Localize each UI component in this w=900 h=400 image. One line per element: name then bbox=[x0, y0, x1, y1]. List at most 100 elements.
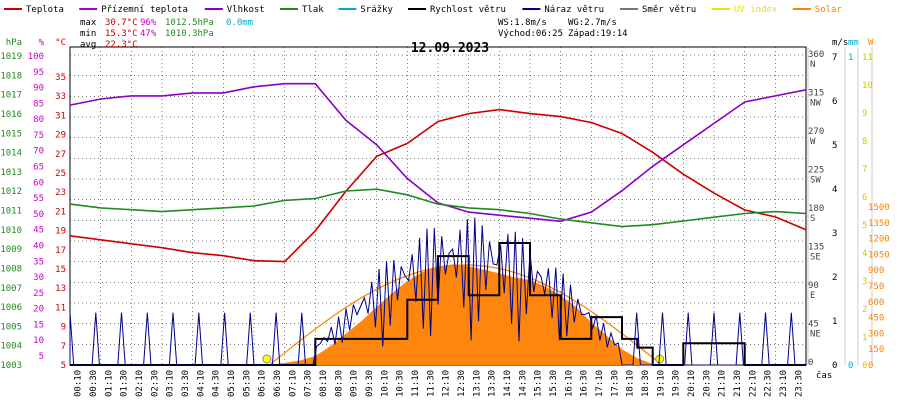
axis-pct-tick: 20 bbox=[33, 305, 44, 315]
axis-pct-tick: 35 bbox=[33, 257, 44, 267]
axis-w-tick: 150 bbox=[868, 345, 884, 355]
stat-min-hum: 47% bbox=[140, 29, 157, 39]
axis-hpa-tick: 1019 bbox=[0, 52, 22, 62]
axis-hpa-tick: 1010 bbox=[0, 226, 22, 236]
x-tick: 12:10 bbox=[442, 370, 452, 397]
x-tick: 01:10 bbox=[104, 370, 114, 397]
x-axis-label: čas bbox=[816, 370, 832, 381]
axis-hpa-tick: 1005 bbox=[0, 322, 22, 332]
x-tick: 10:30 bbox=[396, 370, 406, 397]
axis-ms-tick: 2 bbox=[832, 273, 837, 283]
legend-label: Solar bbox=[815, 5, 843, 15]
axis-pct-tick: 50 bbox=[33, 210, 44, 220]
axis-dir-name: S bbox=[810, 214, 815, 224]
axis-pct-tick: 100 bbox=[28, 52, 44, 62]
axis-w-tick: 1500 bbox=[868, 203, 890, 213]
axis-uv-tick: 10 bbox=[862, 81, 873, 91]
axis-w-tick: 600 bbox=[868, 298, 884, 308]
pressure-line bbox=[69, 188, 807, 228]
x-tick: 04:30 bbox=[212, 370, 222, 397]
x-tick: 15:30 bbox=[549, 370, 559, 397]
axis-ms-tick: 3 bbox=[832, 229, 837, 239]
axis-dir-tick: 135 bbox=[808, 243, 824, 253]
axis-temp-label: °C bbox=[55, 38, 66, 48]
stat-max-label: max bbox=[80, 18, 97, 28]
axis-pct-tick: 85 bbox=[33, 99, 44, 109]
x-tick: 18:10 bbox=[626, 370, 636, 397]
axis-pct-tick: 75 bbox=[33, 131, 44, 141]
axis-w-label: W bbox=[868, 38, 874, 48]
axis-dir-name: SE bbox=[810, 253, 821, 263]
axis-uv-tick: 1 bbox=[862, 333, 867, 343]
axis-temp-tick: 15 bbox=[55, 265, 66, 275]
axis-ms-tick: 7 bbox=[832, 53, 837, 63]
legend-label: Směr větru bbox=[642, 5, 696, 15]
x-tick: 21:10 bbox=[718, 370, 728, 397]
x-tick: 01:30 bbox=[120, 370, 130, 397]
axis-hpa-tick: 1013 bbox=[0, 168, 22, 178]
x-tick: 00:30 bbox=[89, 370, 99, 397]
axis-ms-tick: 0 bbox=[832, 361, 837, 371]
axis-w-tick: 1050 bbox=[868, 250, 890, 260]
x-tick: 14:10 bbox=[503, 370, 513, 397]
axis-dir-tick: 315 bbox=[808, 89, 824, 99]
legend-label: Náraz větru bbox=[544, 5, 604, 15]
axis-ms-label: m/s bbox=[832, 38, 848, 48]
stat-min-label: min bbox=[80, 29, 96, 39]
axis-w-tick: 450 bbox=[868, 314, 884, 324]
axis-pct-label: % bbox=[39, 38, 45, 48]
stat-max-temp: 30.7°C bbox=[105, 18, 138, 28]
axis-w-tick: 0 bbox=[868, 361, 873, 371]
stat-max-hum: 96% bbox=[140, 18, 157, 28]
stat-min-press: 1010.3hPa bbox=[165, 29, 214, 39]
x-tick: 07:30 bbox=[304, 370, 314, 397]
x-tick: 19:30 bbox=[672, 370, 682, 397]
axes: 1019101810171016101510141013101210111010… bbox=[0, 38, 889, 397]
solar-theory-line bbox=[268, 264, 661, 366]
x-tick: 03:30 bbox=[181, 370, 191, 397]
axis-temp-tick: 25 bbox=[55, 169, 66, 179]
axis-dir-name: NE bbox=[810, 330, 821, 340]
axis-hpa-tick: 1006 bbox=[0, 303, 22, 313]
axis-pct-tick: 25 bbox=[33, 289, 44, 299]
axis-uv-tick: 6 bbox=[862, 193, 867, 203]
axis-pct-tick: 70 bbox=[33, 147, 44, 157]
axis-ms-tick: 6 bbox=[832, 97, 837, 107]
axis-dir-tick: 0 bbox=[808, 358, 813, 368]
axis-pct-tick: 55 bbox=[33, 194, 44, 204]
stat-ws: WS:1.8m/s bbox=[498, 18, 547, 28]
axis-temp-tick: 9 bbox=[61, 323, 66, 333]
axis-pct-tick: 95 bbox=[33, 68, 44, 78]
chart-title: 12.09.2023 bbox=[411, 41, 489, 56]
x-tick: 21:30 bbox=[733, 370, 743, 397]
axis-hpa-tick: 1017 bbox=[0, 91, 22, 101]
x-tick: 20:30 bbox=[702, 370, 712, 397]
stat-min-temp: 15.3°C bbox=[105, 29, 138, 39]
axis-hpa-tick: 1008 bbox=[0, 264, 22, 274]
axis-pct-tick: 80 bbox=[33, 115, 44, 125]
axis-dir-name: W bbox=[810, 137, 816, 147]
axis-pct-tick: 30 bbox=[33, 273, 44, 283]
axis-temp-tick: 13 bbox=[55, 284, 66, 294]
axis-pct-tick: 15 bbox=[33, 320, 44, 330]
axis-temp-tick: 29 bbox=[55, 131, 66, 141]
axis-hpa-tick: 1007 bbox=[0, 284, 22, 294]
stat-avg-temp: 22.3°C bbox=[105, 40, 138, 50]
legend-label: Srážky bbox=[360, 5, 393, 15]
legend-label: Vlhkost bbox=[227, 5, 265, 15]
x-tick: 10:10 bbox=[380, 370, 390, 397]
axis-w-tick: 300 bbox=[868, 329, 884, 339]
axis-temp-tick: 27 bbox=[55, 150, 66, 160]
axis-uv-tick: 8 bbox=[862, 137, 867, 147]
axis-uv-tick: 7 bbox=[862, 165, 867, 175]
axis-hpa-tick: 1012 bbox=[0, 187, 22, 197]
x-tick: 16:10 bbox=[564, 370, 574, 397]
x-tick: 09:30 bbox=[365, 370, 375, 397]
x-tick: 09:10 bbox=[350, 370, 360, 397]
axis-ms-tick: 1 bbox=[832, 317, 837, 327]
x-tick: 11:10 bbox=[411, 370, 421, 397]
stat-sunset: Západ:19:14 bbox=[568, 29, 628, 39]
sunrise-marker bbox=[262, 354, 272, 364]
x-tick: 18:30 bbox=[641, 370, 651, 397]
